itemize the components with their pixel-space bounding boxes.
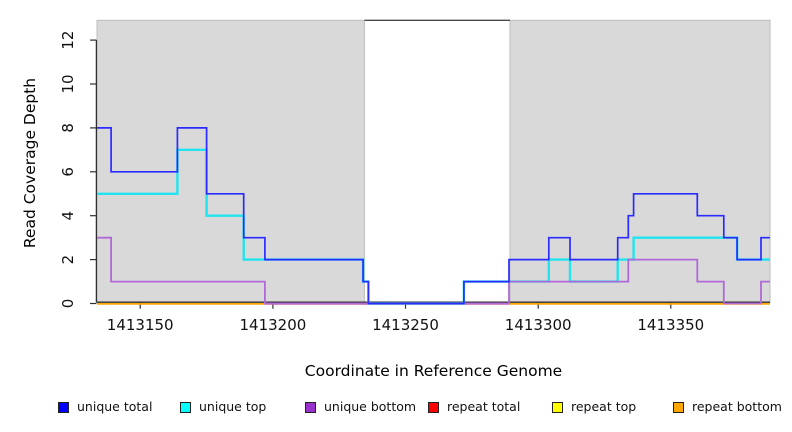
legend-label-unique-top: unique top	[199, 399, 267, 414]
legend-item-repeat-top: repeat top	[552, 399, 637, 414]
legend-label-repeat-top: repeat top	[571, 399, 637, 414]
legend-swatch-unique-bottom	[305, 401, 316, 413]
x-axis-title: Coordinate in Reference Genome	[304, 362, 563, 380]
legend-label-unique-bottom: unique bottom	[324, 399, 417, 414]
legend-swatch-unique-total	[58, 401, 69, 413]
shaded-region-left	[96, 19, 365, 303]
y-axis-title: Read Coverage Depth	[21, 77, 39, 249]
legend-swatch-repeat-bottom	[673, 401, 684, 413]
legend-item-repeat-bottom: repeat bottom	[673, 399, 782, 414]
legend-label-unique-total: unique total	[77, 399, 153, 414]
legend: unique total unique top unique bottom repea…	[0, 398, 792, 428]
legend-swatch-repeat-total	[428, 401, 439, 413]
x-tick-label: 1413250	[372, 316, 439, 334]
shaded-region-right	[509, 19, 771, 303]
legend-item-repeat-total: repeat total	[428, 399, 521, 414]
y-tick-label: 6	[59, 167, 77, 177]
y-tick-label: 12	[59, 31, 77, 50]
y-tick-label: 8	[59, 123, 77, 133]
y-tick-label: 0	[59, 299, 77, 309]
legend-item-unique-total: unique total	[58, 399, 153, 414]
x-tick-label: 1413150	[107, 316, 174, 334]
legend-label-repeat-total: repeat total	[447, 399, 521, 414]
legend-item-unique-top: unique top	[180, 399, 267, 414]
x-tick-label: 1413300	[505, 316, 572, 334]
series-unique-bottom-line	[97, 236, 770, 305]
legend-swatch-unique-top	[180, 401, 191, 413]
y-tick-label: 10	[59, 74, 77, 93]
x-tick-label: 1413350	[637, 316, 704, 334]
y-tick-label: 4	[59, 211, 77, 221]
legend-swatch-repeat-top	[552, 401, 563, 413]
coverage-plot: 1413150 1413200 1413250 1413300 1413350 0 2 4 6 8…	[59, 19, 771, 334]
legend-label-repeat-bottom: repeat bottom	[692, 399, 782, 414]
y-tick-label: 2	[59, 255, 77, 265]
legend-item-unique-bottom: unique bottom	[305, 399, 417, 414]
series-unique-total-line	[97, 127, 770, 305]
x-tick-label: 1413200	[239, 316, 306, 334]
